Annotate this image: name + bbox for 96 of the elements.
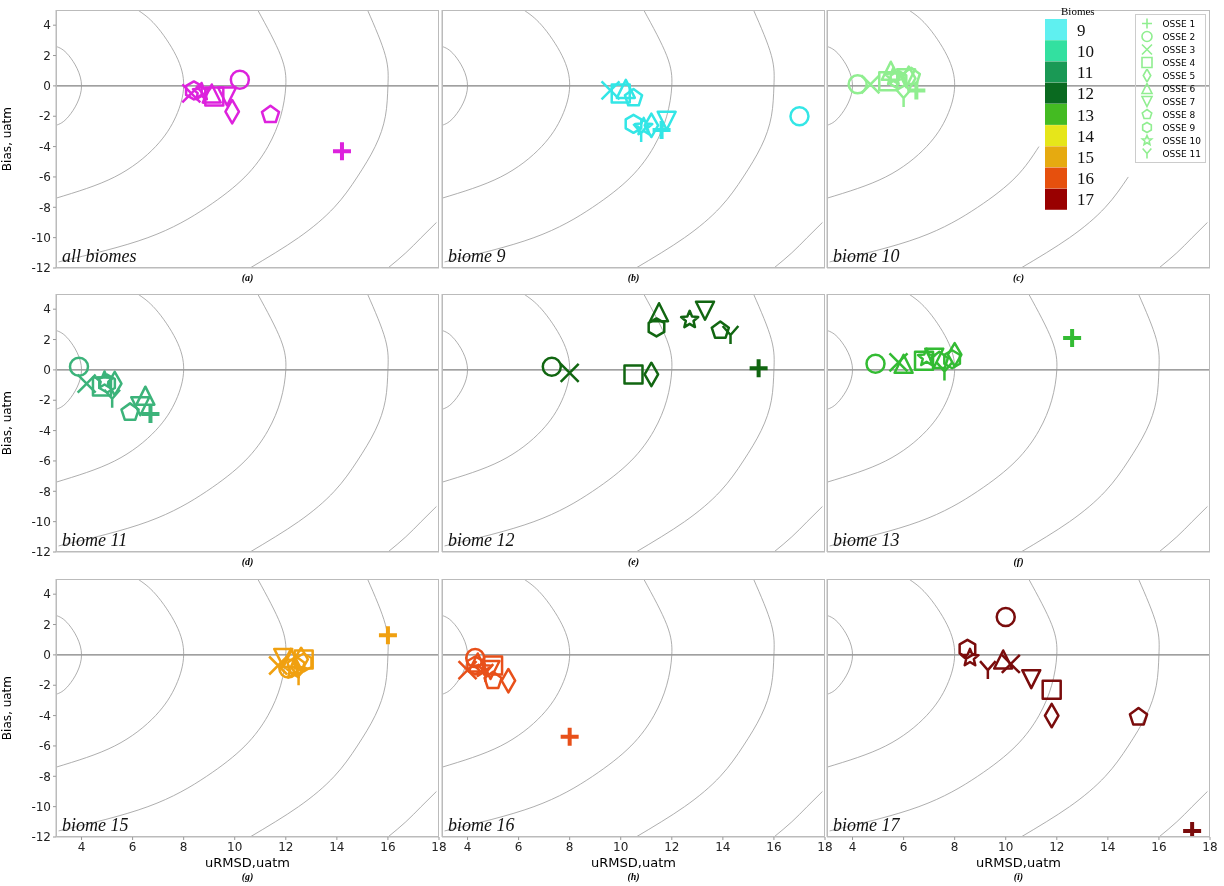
x-tick-label: 12	[278, 839, 294, 854]
x-tick-label: 14	[329, 839, 345, 854]
x-tick-label: 4	[77, 839, 86, 854]
text: (h)	[626, 871, 641, 882]
y-tick-label: -4	[39, 708, 51, 723]
y-tick-label: -12	[31, 830, 51, 845]
text: (e)	[626, 556, 641, 567]
y-tick-label: -6	[39, 454, 51, 469]
text: (a)	[240, 272, 255, 283]
x-tick-label: 10	[227, 839, 243, 854]
text: (b)	[626, 272, 641, 283]
y-tick-label: 14	[1077, 126, 1095, 146]
legend-label: OSSE 6	[1162, 83, 1196, 94]
x-tick-label: 10	[998, 839, 1014, 854]
text: (d)	[240, 556, 255, 567]
x-tick-label: 4	[848, 839, 857, 854]
legend-label: OSSE 11	[1162, 148, 1201, 159]
annotation: biome 12	[448, 530, 515, 551]
y-tick-label: 16	[1077, 169, 1094, 189]
legend-label: OSSE 1	[1162, 18, 1196, 29]
x-tick-label: 18	[1202, 839, 1218, 854]
chart-title: Biomes	[1061, 5, 1095, 17]
y-tick-label: 4	[43, 587, 51, 602]
y-tick-label: 10	[1077, 41, 1094, 61]
text: (c)	[1011, 272, 1026, 283]
text: (f)	[1012, 556, 1025, 567]
y-tick-label: 13	[1077, 105, 1094, 125]
x-tick-label: 8	[950, 839, 959, 854]
x-tick-label: 16	[380, 839, 396, 854]
annotation: biome 16	[448, 815, 515, 836]
y-tick-label: 2	[43, 332, 51, 347]
x-tick-label: 8	[179, 839, 188, 854]
y-tick-label: -2	[39, 109, 51, 124]
y-tick-label: -4	[39, 423, 51, 438]
x-tick-label: 18	[431, 839, 447, 854]
x-tick-label: 6	[128, 839, 137, 854]
y-tick-label: 15	[1077, 147, 1094, 167]
x-tick-label: 14	[715, 839, 731, 854]
y-tick-label: 17	[1077, 190, 1095, 210]
x-tick-label: 10	[613, 839, 629, 854]
y-tick-label: 12	[1077, 84, 1094, 104]
annotation: biome 11	[62, 530, 128, 551]
x-tick-label: 4	[463, 839, 472, 854]
y-tick-label: -12	[31, 545, 51, 560]
annotation: biome 15	[62, 815, 129, 836]
annotation: biome 10	[833, 246, 900, 267]
legend-label: OSSE 8	[1162, 109, 1196, 120]
y-tick-label: 0	[43, 648, 51, 663]
x-axis-title: uRMSD,uatm	[590, 855, 677, 870]
y-tick-label: -2	[39, 678, 51, 693]
y-axis-title: Bias, uatm	[0, 390, 14, 456]
y-tick-label: 2	[43, 48, 51, 63]
legend-label: OSSE 7	[1162, 96, 1196, 107]
x-tick-label: 16	[1151, 839, 1167, 854]
legend-label: OSSE 3	[1162, 44, 1196, 55]
y-tick-label: -8	[39, 200, 51, 215]
y-tick-label: -6	[39, 170, 51, 185]
x-tick-label: 12	[664, 839, 680, 854]
y-tick-label: 4	[43, 18, 51, 33]
y-tick-label: 4	[43, 302, 51, 317]
text: (i)	[1012, 871, 1025, 882]
text: (g)	[240, 871, 255, 882]
y-tick-label: -10	[31, 799, 51, 814]
annotation: biome 13	[833, 530, 900, 551]
x-axis-title: uRMSD,uatm	[204, 855, 291, 870]
y-tick-label: -10	[31, 230, 51, 245]
x-tick-label: 8	[565, 839, 574, 854]
y-tick-label: 9	[1077, 20, 1086, 40]
y-tick-label: -8	[39, 769, 51, 784]
annotation: biome 9	[448, 246, 506, 267]
y-tick-label: -12	[31, 261, 51, 276]
legend-label: OSSE 10	[1162, 135, 1201, 146]
y-tick-label: -4	[39, 139, 51, 154]
y-tick-label: -6	[39, 739, 51, 754]
y-tick-label: -2	[39, 393, 51, 408]
y-tick-label: 0	[43, 79, 51, 94]
x-tick-label: 6	[899, 839, 908, 854]
y-tick-label: -8	[39, 484, 51, 499]
x-axis-title: uRMSD,uatm	[975, 855, 1062, 870]
x-tick-label: 14	[1100, 839, 1116, 854]
x-tick-label: 12	[1049, 839, 1065, 854]
y-tick-label: -10	[31, 514, 51, 529]
y-axis-title: Bias, uatm	[0, 675, 14, 741]
x-tick-label: 6	[514, 839, 523, 854]
x-tick-label: 18	[817, 839, 833, 854]
legend-label: OSSE 5	[1162, 70, 1196, 81]
y-tick-label: 11	[1077, 63, 1094, 83]
y-axis-title: Bias, uatm	[0, 106, 14, 172]
annotation: all biomes	[62, 246, 137, 267]
legend-label: OSSE 9	[1162, 122, 1196, 133]
x-tick-label: 16	[766, 839, 782, 854]
legend-label: OSSE 2	[1162, 31, 1196, 42]
y-tick-label: 0	[43, 363, 51, 378]
y-tick-label: 2	[43, 617, 51, 632]
annotation: biome 17	[833, 815, 900, 836]
legend-label: OSSE 4	[1162, 57, 1196, 68]
